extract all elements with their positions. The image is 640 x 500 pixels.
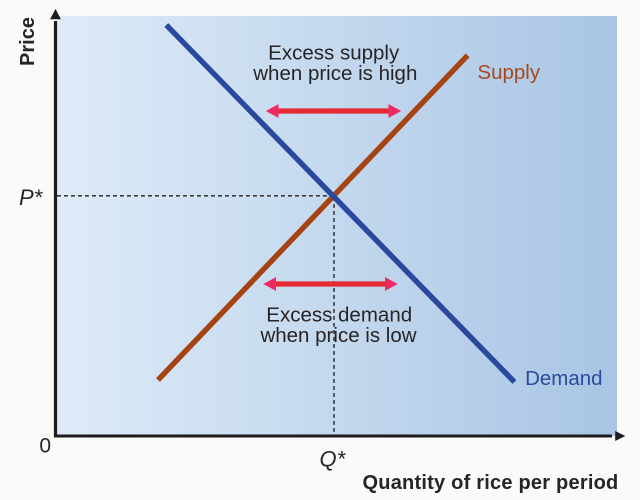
svg-text:Demand: Demand xyxy=(525,367,603,390)
svg-text:Excess supply: Excess supply xyxy=(268,42,400,65)
svg-text:when price is low: when price is low xyxy=(259,324,416,347)
svg-text:P*: P* xyxy=(19,185,44,210)
svg-text:Excess demand: Excess demand xyxy=(266,304,412,327)
svg-text:Q*: Q* xyxy=(320,447,347,472)
svg-text:0: 0 xyxy=(39,435,51,458)
svg-text:Supply: Supply xyxy=(477,61,540,84)
svg-text:Price: Price xyxy=(17,17,39,66)
svg-text:Quantity of rice per period: Quantity of rice per period xyxy=(363,472,619,494)
svg-text:when price is high: when price is high xyxy=(252,62,417,85)
